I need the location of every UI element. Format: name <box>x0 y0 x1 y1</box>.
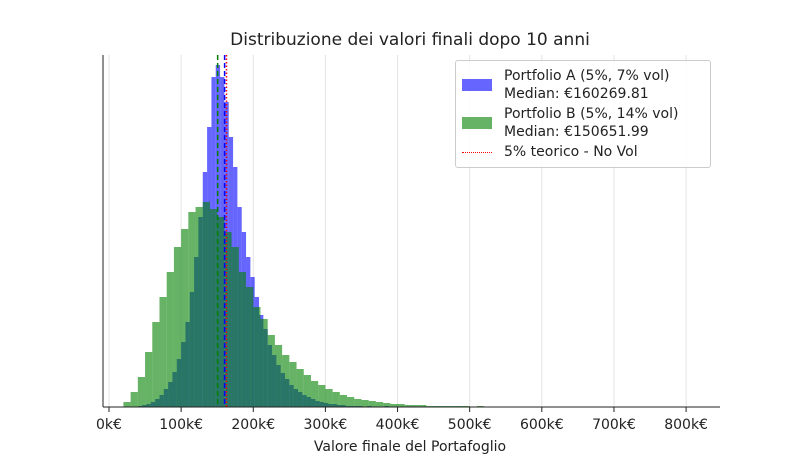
histogram-bar <box>347 397 355 407</box>
x-tick-label: 400k€ <box>376 417 420 433</box>
x-tick-label: 100k€ <box>159 417 203 433</box>
histogram-bar <box>209 209 218 407</box>
legend-label: Portfolio A (5%, 7% vol) Median: €160269… <box>504 68 670 102</box>
histogram-bar <box>253 307 261 407</box>
histogram-bar <box>195 207 203 407</box>
x-tick-label: 500k€ <box>448 417 492 433</box>
histogram-bar <box>224 232 232 407</box>
histogram-bar <box>238 272 247 407</box>
histogram-bar <box>145 352 153 407</box>
histogram-bar <box>173 247 182 407</box>
legend-label: Portfolio B (5%, 14% vol) Median: €15065… <box>504 106 679 140</box>
histogram-bar <box>289 362 297 407</box>
x-tick-label: 600k€ <box>520 417 564 433</box>
histogram-bar <box>339 395 348 407</box>
legend-entry: Portfolio A (5%, 7% vol) Median: €160269… <box>462 67 704 103</box>
histogram-bar <box>282 355 290 407</box>
histogram-bar <box>318 385 326 407</box>
legend-entry: Portfolio B (5%, 14% vol) Median: €15065… <box>462 105 704 141</box>
legend: Portfolio A (5%, 7% vol) Median: €160269… <box>455 60 711 168</box>
histogram-bar <box>325 389 333 407</box>
histogram-bar <box>296 369 304 407</box>
histogram-bar <box>166 272 174 407</box>
histogram-bar <box>397 404 405 407</box>
histogram-bar <box>130 392 138 407</box>
histogram-bar <box>411 405 420 407</box>
legend-label: 5% teorico - No Vol <box>504 144 638 160</box>
legend-swatch <box>462 151 492 153</box>
histogram-bar <box>354 399 362 407</box>
histogram-bar <box>274 345 283 407</box>
histogram-bar <box>404 405 412 407</box>
x-tick-label: 800k€ <box>664 417 708 433</box>
histogram-bar <box>152 322 160 407</box>
histogram-bar <box>246 287 254 407</box>
histogram-bar <box>123 402 131 407</box>
histogram-bar <box>267 335 275 407</box>
x-axis-label: Valore finale del Portafoglio <box>314 439 506 455</box>
histogram-bar <box>181 229 189 407</box>
histogram-bar <box>303 375 311 407</box>
histogram-bar <box>419 405 427 407</box>
histogram-bar <box>361 400 369 407</box>
x-tick-label: 200k€ <box>231 417 275 433</box>
histogram-bar <box>231 247 239 407</box>
histogram-bar <box>159 297 167 407</box>
histogram-bar <box>332 392 340 407</box>
histogram-bar <box>137 377 146 407</box>
histogram-bar <box>202 202 210 407</box>
histogram-bar <box>260 319 268 407</box>
x-tick-label: 300k€ <box>304 417 348 433</box>
histogram-bar <box>188 212 196 407</box>
legend-swatch <box>462 117 492 129</box>
x-tick-label: 0k€ <box>96 417 122 433</box>
legend-entry: 5% teorico - No Vol <box>462 143 704 161</box>
histogram-bar <box>310 381 319 407</box>
x-tick-label: 700k€ <box>592 417 636 433</box>
histogram-bar <box>368 401 376 407</box>
legend-swatch <box>462 79 492 91</box>
chart-title: Distribuzione dei valori finali dopo 10 … <box>230 30 590 50</box>
histogram-bar <box>375 402 384 407</box>
histogram-bar <box>383 403 391 407</box>
histogram-bar <box>390 404 398 407</box>
histogram-bar <box>217 217 225 407</box>
